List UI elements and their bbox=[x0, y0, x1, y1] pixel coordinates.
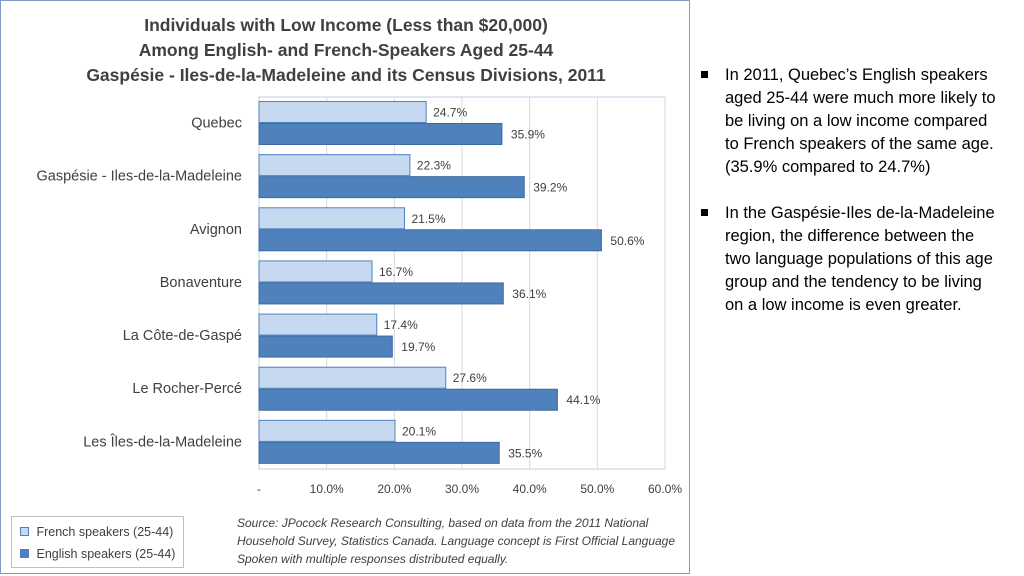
bar-english bbox=[258, 282, 504, 305]
bar-french bbox=[258, 366, 447, 389]
data-label-english: 50.6% bbox=[610, 234, 644, 248]
legend-swatch-english bbox=[20, 549, 29, 559]
bullet-square-icon bbox=[701, 71, 708, 78]
bar-english bbox=[258, 441, 500, 464]
data-label-english: 35.9% bbox=[511, 128, 545, 142]
bar-french bbox=[258, 313, 378, 336]
bullet-square-icon bbox=[701, 209, 708, 216]
chart-title: Individuals with Low Income (Less than $… bbox=[1, 13, 691, 88]
bar-english bbox=[258, 229, 602, 252]
data-label-english: 39.2% bbox=[533, 181, 567, 195]
category-label: Bonaventure bbox=[160, 275, 242, 291]
chart-panel: Individuals with Low Income (Less than $… bbox=[0, 0, 690, 574]
data-label-english: 35.5% bbox=[508, 446, 542, 460]
category-label: Quebec bbox=[191, 116, 242, 132]
data-label-english: 36.1% bbox=[512, 287, 546, 301]
bar-french bbox=[258, 260, 373, 283]
legend-label-french: French speakers (25-44) bbox=[36, 525, 174, 539]
x-tick-label: - bbox=[257, 482, 261, 496]
source-note: Source: JPocock Research Consulting, bas… bbox=[237, 516, 676, 566]
legend-swatch-french bbox=[20, 527, 29, 537]
x-tick-label: 40.0% bbox=[513, 482, 547, 496]
chart-legend: French speakers (25-44) English speakers… bbox=[11, 516, 184, 568]
data-label-french: 24.7% bbox=[433, 106, 467, 120]
legend-item-french: French speakers (25-44) bbox=[20, 523, 173, 541]
bar-french bbox=[258, 419, 396, 442]
category-label: Le Rocher-Percé bbox=[132, 381, 242, 397]
chart-title-line-2: Among English- and French-Speakers Aged … bbox=[138, 40, 554, 60]
bar-chart: - 10.0% 20.0% 30.0% 40.0% 50.0% 60.0% Quebec 24.… bbox=[36, 96, 682, 496]
x-tick-label: 10.0% bbox=[310, 482, 344, 496]
data-label-french: 21.5% bbox=[411, 212, 445, 226]
x-tick-label: 50.0% bbox=[580, 482, 614, 496]
data-label-french: 22.3% bbox=[417, 159, 451, 173]
bar-french bbox=[258, 101, 427, 123]
bar-french bbox=[258, 207, 405, 230]
category-label: La Côte-de-Gaspé bbox=[123, 328, 242, 344]
data-label-french: 16.7% bbox=[379, 265, 413, 279]
x-tick-label: 20.0% bbox=[377, 482, 411, 496]
data-label-french: 20.1% bbox=[402, 424, 436, 438]
bar-english bbox=[258, 388, 558, 411]
bar-english bbox=[258, 176, 525, 199]
x-tick-label: 60.0% bbox=[648, 482, 682, 496]
bullet-text: In the Gaspésie-Iles de-la-Madeleine reg… bbox=[725, 204, 995, 314]
legend-item-english: English speakers (25-44) bbox=[20, 545, 175, 563]
bullet-text: In 2011, Quebec’s English speakers aged … bbox=[725, 66, 996, 176]
bullet-item: In the Gaspésie-Iles de-la-Madeleine reg… bbox=[701, 202, 1001, 317]
data-label-french: 17.4% bbox=[384, 318, 418, 332]
category-label: Avignon bbox=[190, 222, 242, 238]
data-label-french: 27.6% bbox=[453, 371, 487, 385]
bullet-item: In 2011, Quebec’s English speakers aged … bbox=[701, 64, 1001, 179]
chart-title-line-3: Gaspésie - Iles-de-la-Madeleine and its … bbox=[86, 65, 606, 85]
chart-title-line-1: Individuals with Low Income (Less than $… bbox=[144, 15, 548, 35]
bar-english bbox=[258, 123, 503, 145]
bar-english bbox=[258, 335, 393, 358]
data-label-english: 44.1% bbox=[566, 393, 600, 407]
bar-french bbox=[258, 154, 411, 177]
data-label-english: 19.7% bbox=[401, 340, 435, 354]
x-tick-label: 30.0% bbox=[445, 482, 479, 496]
bullet-list: In 2011, Quebec’s English speakers aged … bbox=[701, 64, 1001, 340]
category-label: Les Îles-de-la-Madeleine bbox=[83, 433, 242, 450]
legend-label-english: English speakers (25-44) bbox=[36, 547, 176, 561]
category-label: Gaspésie - Iles-de-la-Madeleine bbox=[36, 169, 242, 185]
